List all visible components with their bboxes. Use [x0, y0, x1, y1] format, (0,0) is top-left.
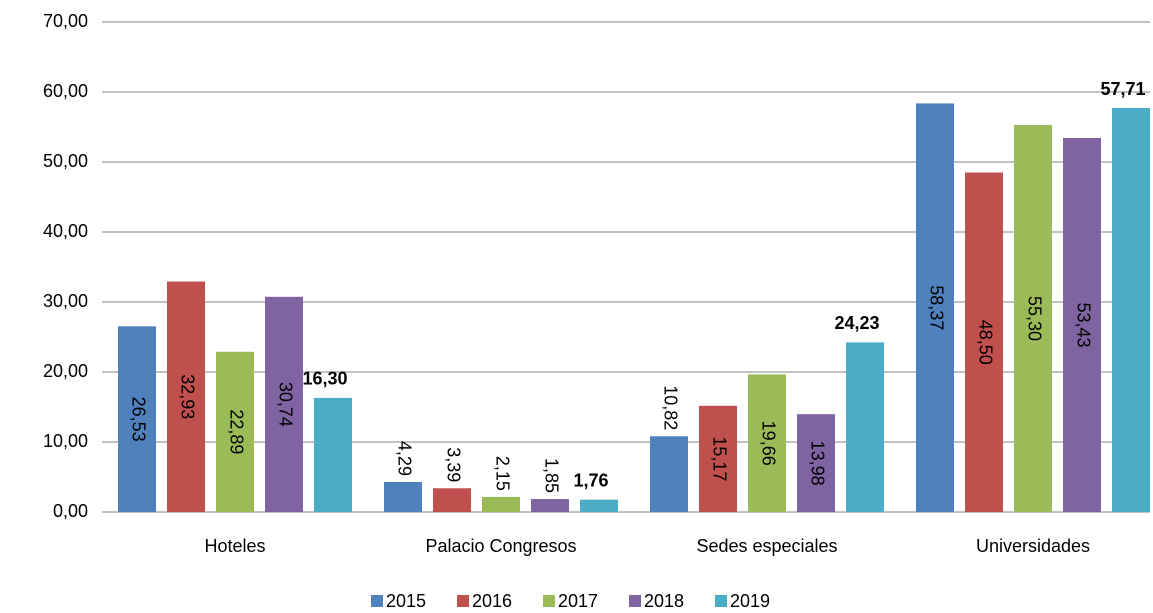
bar [314, 397, 352, 512]
x-tick-label: Sedes especiales [696, 536, 837, 556]
bar [916, 103, 954, 512]
data-label: 32,93 [177, 374, 197, 419]
bar [433, 488, 471, 512]
y-tick-label: 20,00 [43, 361, 88, 381]
data-label: 3,39 [443, 447, 463, 482]
data-label: 55,30 [1024, 296, 1044, 341]
data-label: 2,15 [492, 456, 512, 491]
data-label: 22,89 [226, 409, 246, 454]
x-tick-label: Hoteles [204, 536, 265, 556]
bar [1063, 137, 1101, 513]
x-tick-label: Universidades [976, 536, 1090, 556]
data-label: 53,43 [1073, 302, 1093, 347]
legend-swatch [457, 595, 469, 607]
data-label: 26,53 [128, 397, 148, 442]
y-tick-label: 50,00 [43, 151, 88, 171]
legend-swatch [543, 595, 555, 607]
data-label: 58,37 [926, 285, 946, 330]
bar [748, 374, 786, 512]
bar [650, 436, 688, 512]
legend-label: 2019 [730, 591, 770, 611]
bar [265, 296, 303, 512]
bar [965, 172, 1003, 512]
data-label: 4,29 [394, 441, 414, 476]
data-label: 48,50 [975, 320, 995, 365]
legend-swatch [371, 595, 383, 607]
legend-label: 2015 [386, 591, 426, 611]
bar [797, 414, 835, 512]
bar [699, 405, 737, 512]
data-label: 15,17 [709, 436, 729, 481]
bar [118, 326, 156, 512]
legend-label: 2016 [472, 591, 512, 611]
data-label: 19,66 [758, 421, 778, 466]
bar [167, 281, 205, 512]
x-tick-label: Palacio Congresos [425, 536, 576, 556]
bar [1014, 124, 1052, 513]
bar [482, 496, 520, 512]
y-tick-label: 40,00 [43, 221, 88, 241]
legend-swatch [629, 595, 641, 607]
y-tick-label: 10,00 [43, 431, 88, 451]
data-label: 24,23 [834, 313, 879, 333]
data-label: 30,74 [275, 382, 295, 427]
data-label: 1,76 [573, 470, 608, 490]
data-label: 16,30 [302, 369, 347, 389]
bar [846, 342, 884, 512]
bar [216, 351, 254, 512]
y-tick-label: 30,00 [43, 291, 88, 311]
y-tick-label: 60,00 [43, 81, 88, 101]
bar [580, 499, 618, 512]
data-label: 57,71 [1100, 79, 1145, 99]
bar [531, 499, 569, 512]
data-label: 1,85 [541, 458, 561, 493]
data-label: 10,82 [660, 385, 680, 430]
legend-swatch [715, 595, 727, 607]
y-tick-label: 0,00 [53, 501, 88, 521]
legend-label: 2018 [644, 591, 684, 611]
bar [1112, 108, 1150, 512]
data-label: 13,98 [807, 441, 827, 486]
y-tick-label: 70,00 [43, 11, 88, 31]
bar [384, 481, 422, 512]
legend-label: 2017 [558, 591, 598, 611]
